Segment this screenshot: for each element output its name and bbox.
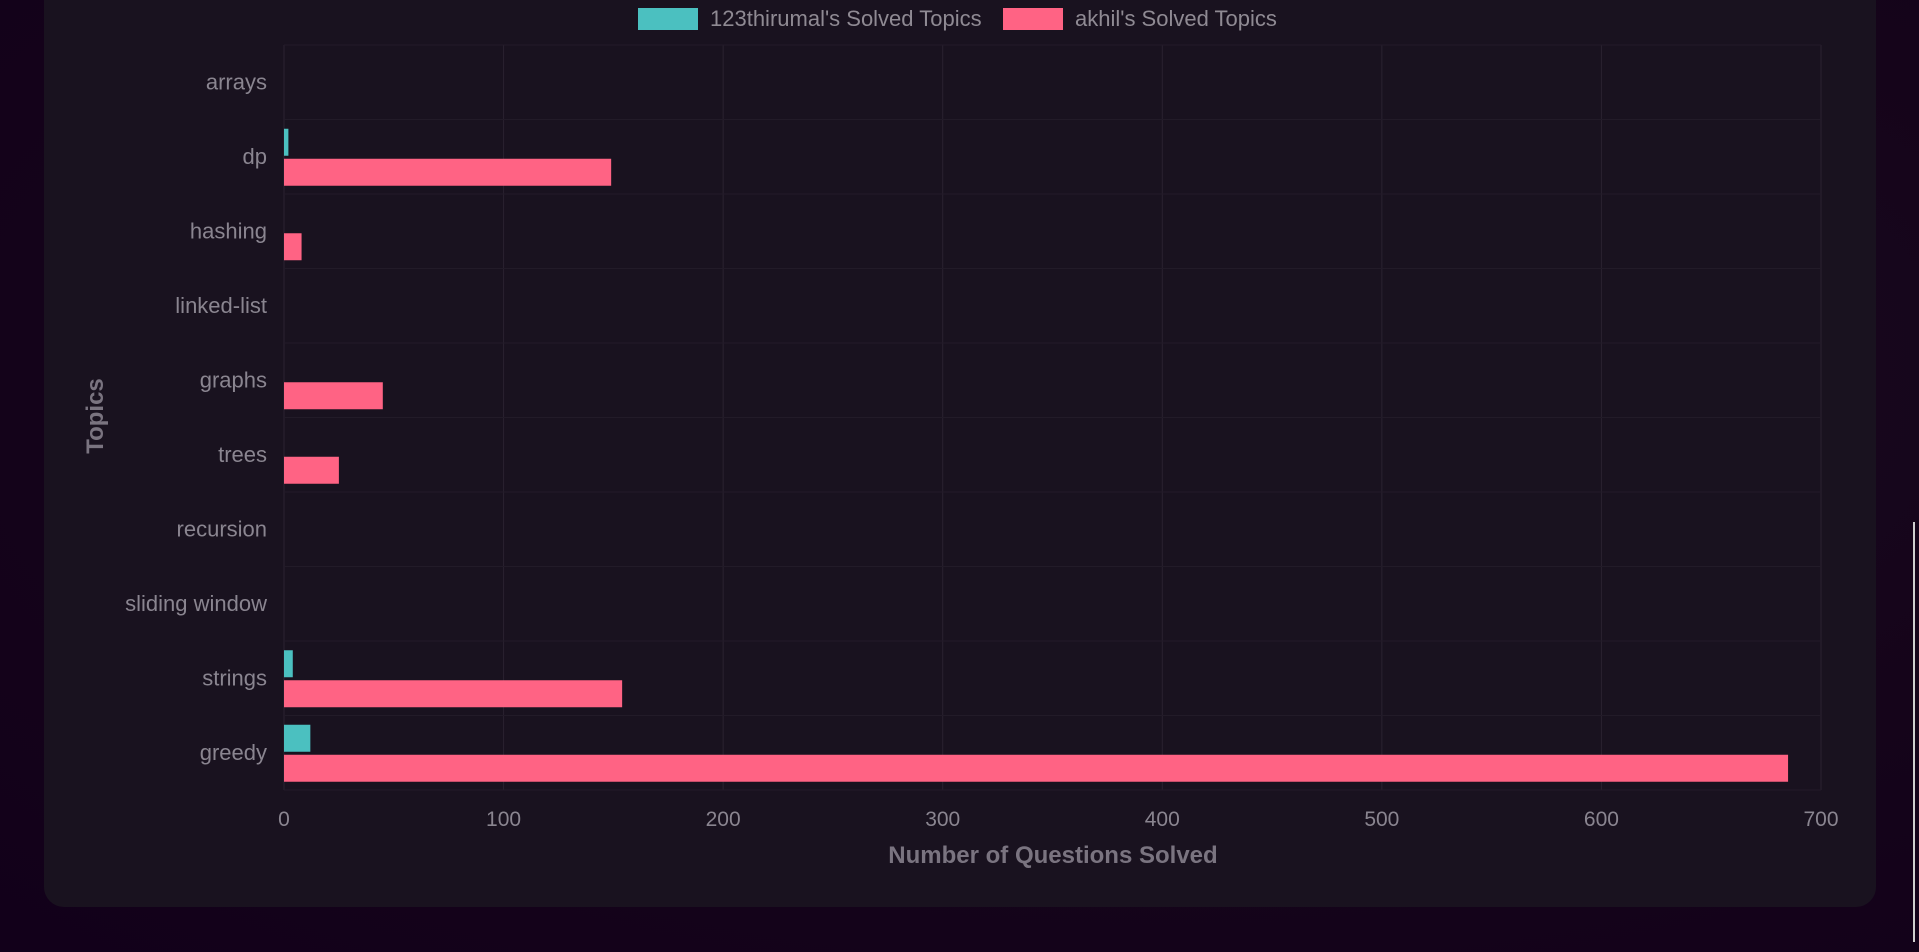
bar-series-1[interactable] — [284, 650, 293, 678]
chart-legend: 123thirumal's Solved Topics akhil's Solv… — [0, 0, 1919, 38]
y-tick-label: trees — [218, 442, 267, 467]
legend-label-series-2: akhil's Solved Topics — [1075, 6, 1277, 31]
bar-series-2[interactable] — [284, 754, 1789, 782]
legend-item-series-2[interactable]: akhil's Solved Topics — [1003, 6, 1277, 32]
bars-group — [284, 128, 1789, 782]
x-tick-label: 300 — [925, 808, 960, 831]
y-axis-title: Topics — [82, 378, 109, 454]
x-tick-label: 100 — [486, 808, 521, 831]
x-axis-title: Number of Questions Solved — [888, 842, 1217, 869]
x-tick-label: 500 — [1364, 808, 1399, 831]
x-tick-label: 700 — [1803, 808, 1838, 831]
page-scrollbar[interactable] — [1913, 522, 1915, 942]
x-tick-label: 400 — [1145, 808, 1180, 831]
y-tick-label: sliding window — [125, 591, 267, 616]
x-tick-label: 0 — [278, 808, 290, 831]
bar-series-1[interactable] — [284, 128, 289, 156]
bar-series-2[interactable] — [284, 382, 383, 410]
legend-label-series-1: 123thirumal's Solved Topics — [710, 6, 982, 31]
x-tick-labels: 0 100 200 300 400 500 600 700 — [278, 808, 1838, 831]
y-tick-label: hashing — [190, 218, 267, 243]
y-tick-label: arrays — [206, 69, 267, 94]
y-tick-label: graphs — [200, 367, 267, 392]
legend-swatch-series-1 — [638, 8, 698, 30]
y-tick-label: strings — [202, 665, 267, 690]
bar-series-2[interactable] — [284, 680, 623, 708]
x-tick-label: 600 — [1584, 808, 1619, 831]
x-tick-label: 200 — [706, 808, 741, 831]
y-tick-label: linked-list — [175, 293, 267, 318]
bar-series-1[interactable] — [284, 724, 311, 752]
y-tick-label: recursion — [177, 516, 267, 541]
legend-swatch-series-2 — [1003, 8, 1063, 30]
bar-series-2[interactable] — [284, 158, 612, 186]
bar-series-2[interactable] — [284, 456, 339, 484]
grid-lines — [283, 44, 1822, 791]
y-tick-labels: arrays dp hashing linked-list graphs trees rec… — [125, 69, 267, 765]
y-tick-label: greedy — [200, 740, 267, 765]
bar-series-2[interactable] — [284, 233, 302, 261]
y-tick-label: dp — [243, 144, 267, 169]
legend-item-series-1[interactable]: 123thirumal's Solved Topics — [638, 6, 982, 32]
